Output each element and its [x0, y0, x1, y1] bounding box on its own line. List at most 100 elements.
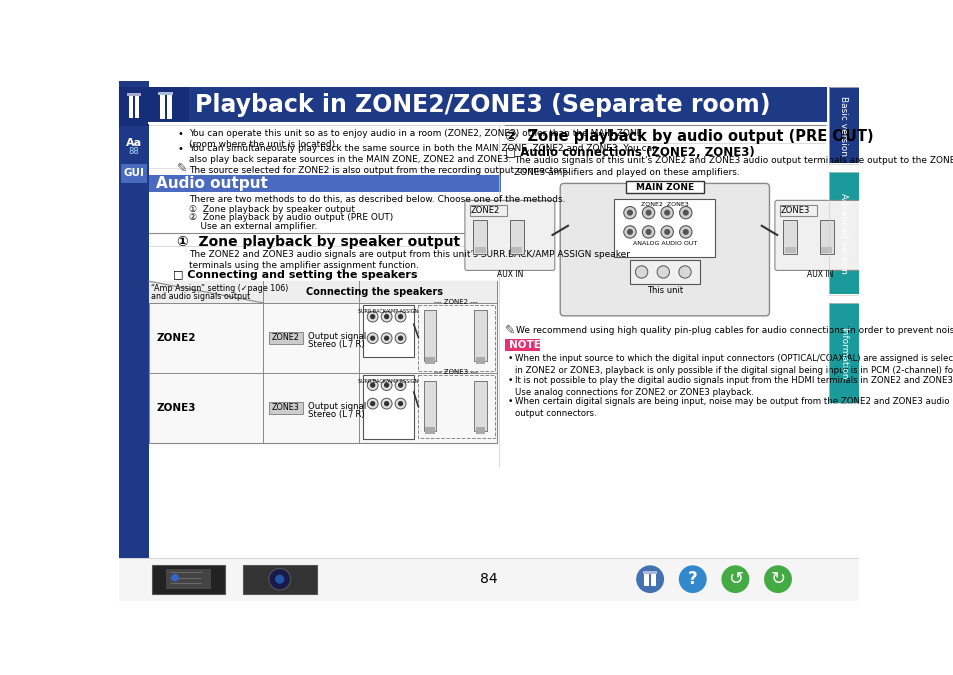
Bar	[166, 569, 211, 589]
Circle shape	[636, 566, 663, 593]
FancyBboxPatch shape	[464, 200, 555, 271]
Text: and audio signals output: and audio signals output	[151, 292, 250, 301]
Circle shape	[172, 574, 178, 580]
Text: It is not possible to play the digital audio signals input from the HDMI termina: It is not possible to play the digital a…	[515, 376, 953, 397]
Circle shape	[381, 380, 392, 391]
Text: You can simultaneously play back the same source in both the MAIN ZONE, ZONE2 an: You can simultaneously play back the sam…	[189, 144, 658, 164]
Bar	[129, 95, 133, 118]
Text: ↻: ↻	[770, 570, 784, 588]
FancyBboxPatch shape	[559, 184, 769, 316]
Circle shape	[679, 266, 691, 278]
Bar	[119, 558, 858, 601]
Bar	[614, 199, 715, 256]
Circle shape	[381, 398, 392, 409]
Circle shape	[664, 230, 669, 234]
Bar	[363, 375, 414, 439]
Circle shape	[641, 207, 654, 219]
Bar	[158, 92, 173, 95]
Circle shape	[381, 311, 392, 322]
Text: The ZONE2 and ZONE3 audio signals are output from this unit’s SURR.BACK/AMP ASSI: The ZONE2 and ZONE3 audio signals are ou…	[189, 250, 629, 271]
Text: Information: Information	[839, 327, 847, 379]
Circle shape	[371, 402, 375, 406]
Text: Output signal :: Output signal :	[307, 332, 371, 342]
Text: The audio signals of this unit’s ZONE2 and ZONE3 audio output terminals are outp: The audio signals of this unit’s ZONE2 a…	[514, 157, 953, 177]
Text: Connecting the speakers: Connecting the speakers	[306, 287, 443, 297]
Bar	[819, 219, 833, 254]
Bar	[423, 310, 436, 361]
Bar	[784, 247, 795, 254]
Bar	[149, 87, 189, 124]
Bar	[828, 87, 858, 164]
Text: Aa: Aa	[126, 138, 142, 148]
Text: ①  Zone playback by speaker output: ① Zone playback by speaker output	[189, 205, 355, 214]
Text: --- ZONE2 ---: --- ZONE2 ---	[434, 299, 477, 305]
Circle shape	[395, 398, 406, 409]
Bar	[469, 205, 506, 216]
Bar	[474, 381, 486, 431]
Circle shape	[384, 315, 388, 319]
Bar	[642, 571, 657, 574]
Bar	[828, 303, 858, 403]
Bar	[821, 247, 831, 254]
Circle shape	[384, 336, 388, 340]
Circle shape	[627, 230, 632, 234]
Circle shape	[679, 207, 691, 219]
Text: When the input source to which the digital input connectors (OPTICAL/COAXIAL) ar: When the input source to which the digit…	[515, 354, 953, 375]
Bar	[625, 181, 703, 194]
Text: SURR.BACK/AMP ASSIGN: SURR.BACK/AMP ASSIGN	[357, 309, 417, 314]
Text: ZONE2: ZONE2	[156, 333, 195, 343]
Circle shape	[763, 566, 791, 593]
Circle shape	[395, 380, 406, 391]
Circle shape	[641, 225, 654, 238]
Text: ?: ?	[687, 570, 697, 588]
Bar	[119, 134, 149, 158]
Text: --- ZONE3 ---: --- ZONE3 ---	[434, 369, 477, 375]
Circle shape	[367, 311, 377, 322]
Text: •: •	[177, 129, 183, 139]
Bar	[509, 219, 523, 254]
Bar	[828, 163, 858, 172]
Circle shape	[679, 225, 691, 238]
Text: SURR.BACK/AMP ASSIGN: SURR.BACK/AMP ASSIGN	[357, 378, 417, 383]
Bar	[121, 164, 147, 183]
Text: •: •	[507, 376, 513, 385]
Circle shape	[367, 333, 377, 344]
Text: ZONE3: ZONE3	[272, 404, 299, 412]
Circle shape	[367, 398, 377, 409]
Text: GUI: GUI	[123, 168, 144, 178]
Bar	[269, 402, 303, 414]
Text: You can operate this unit so as to enjoy audio in a room (ZONE2, ZONE3) other th: You can operate this unit so as to enjoy…	[189, 129, 641, 149]
Text: AUX IN: AUX IN	[806, 269, 832, 279]
Text: ②  Zone playback by audio output (PRE OUT): ② Zone playback by audio output (PRE OUT…	[505, 129, 873, 144]
Text: We recommend using high quality pin-plug cables for audio connections in order t: We recommend using high quality pin-plug…	[516, 326, 953, 335]
FancyBboxPatch shape	[774, 200, 863, 271]
Bar	[269, 402, 303, 414]
Bar	[828, 294, 858, 303]
Text: NOTE: NOTE	[509, 340, 540, 350]
Bar	[423, 381, 436, 431]
Text: Stereo (L / R): Stereo (L / R)	[307, 340, 364, 349]
Text: Audio output: Audio output	[155, 176, 267, 191]
Text: •: •	[177, 144, 183, 154]
Circle shape	[395, 333, 406, 344]
Bar	[511, 247, 521, 254]
Text: ZONE2: ZONE2	[471, 206, 499, 215]
Text: ②  Zone playback by audio output (PRE OUT): ② Zone playback by audio output (PRE OUT…	[189, 213, 393, 223]
Circle shape	[371, 383, 375, 387]
Text: Output signal :: Output signal :	[307, 402, 371, 412]
Circle shape	[682, 211, 687, 215]
Text: This unit: This unit	[646, 286, 682, 295]
Bar	[475, 247, 485, 254]
Text: ANALOG AUDIO OUT: ANALOG AUDIO OUT	[632, 241, 697, 246]
Text: When certain digital signals are being input, noise may be output from the ZONE2: When certain digital signals are being i…	[515, 398, 949, 418]
Circle shape	[660, 207, 673, 219]
Text: “Amp Assign” setting (✓page 106): “Amp Assign” setting (✓page 106)	[151, 284, 288, 293]
Bar	[269, 331, 303, 344]
Circle shape	[657, 266, 669, 278]
Bar	[425, 358, 435, 364]
Circle shape	[371, 315, 375, 319]
Bar	[828, 172, 858, 295]
Bar	[418, 375, 495, 438]
Text: ✎: ✎	[505, 323, 516, 337]
Text: •: •	[507, 354, 513, 363]
